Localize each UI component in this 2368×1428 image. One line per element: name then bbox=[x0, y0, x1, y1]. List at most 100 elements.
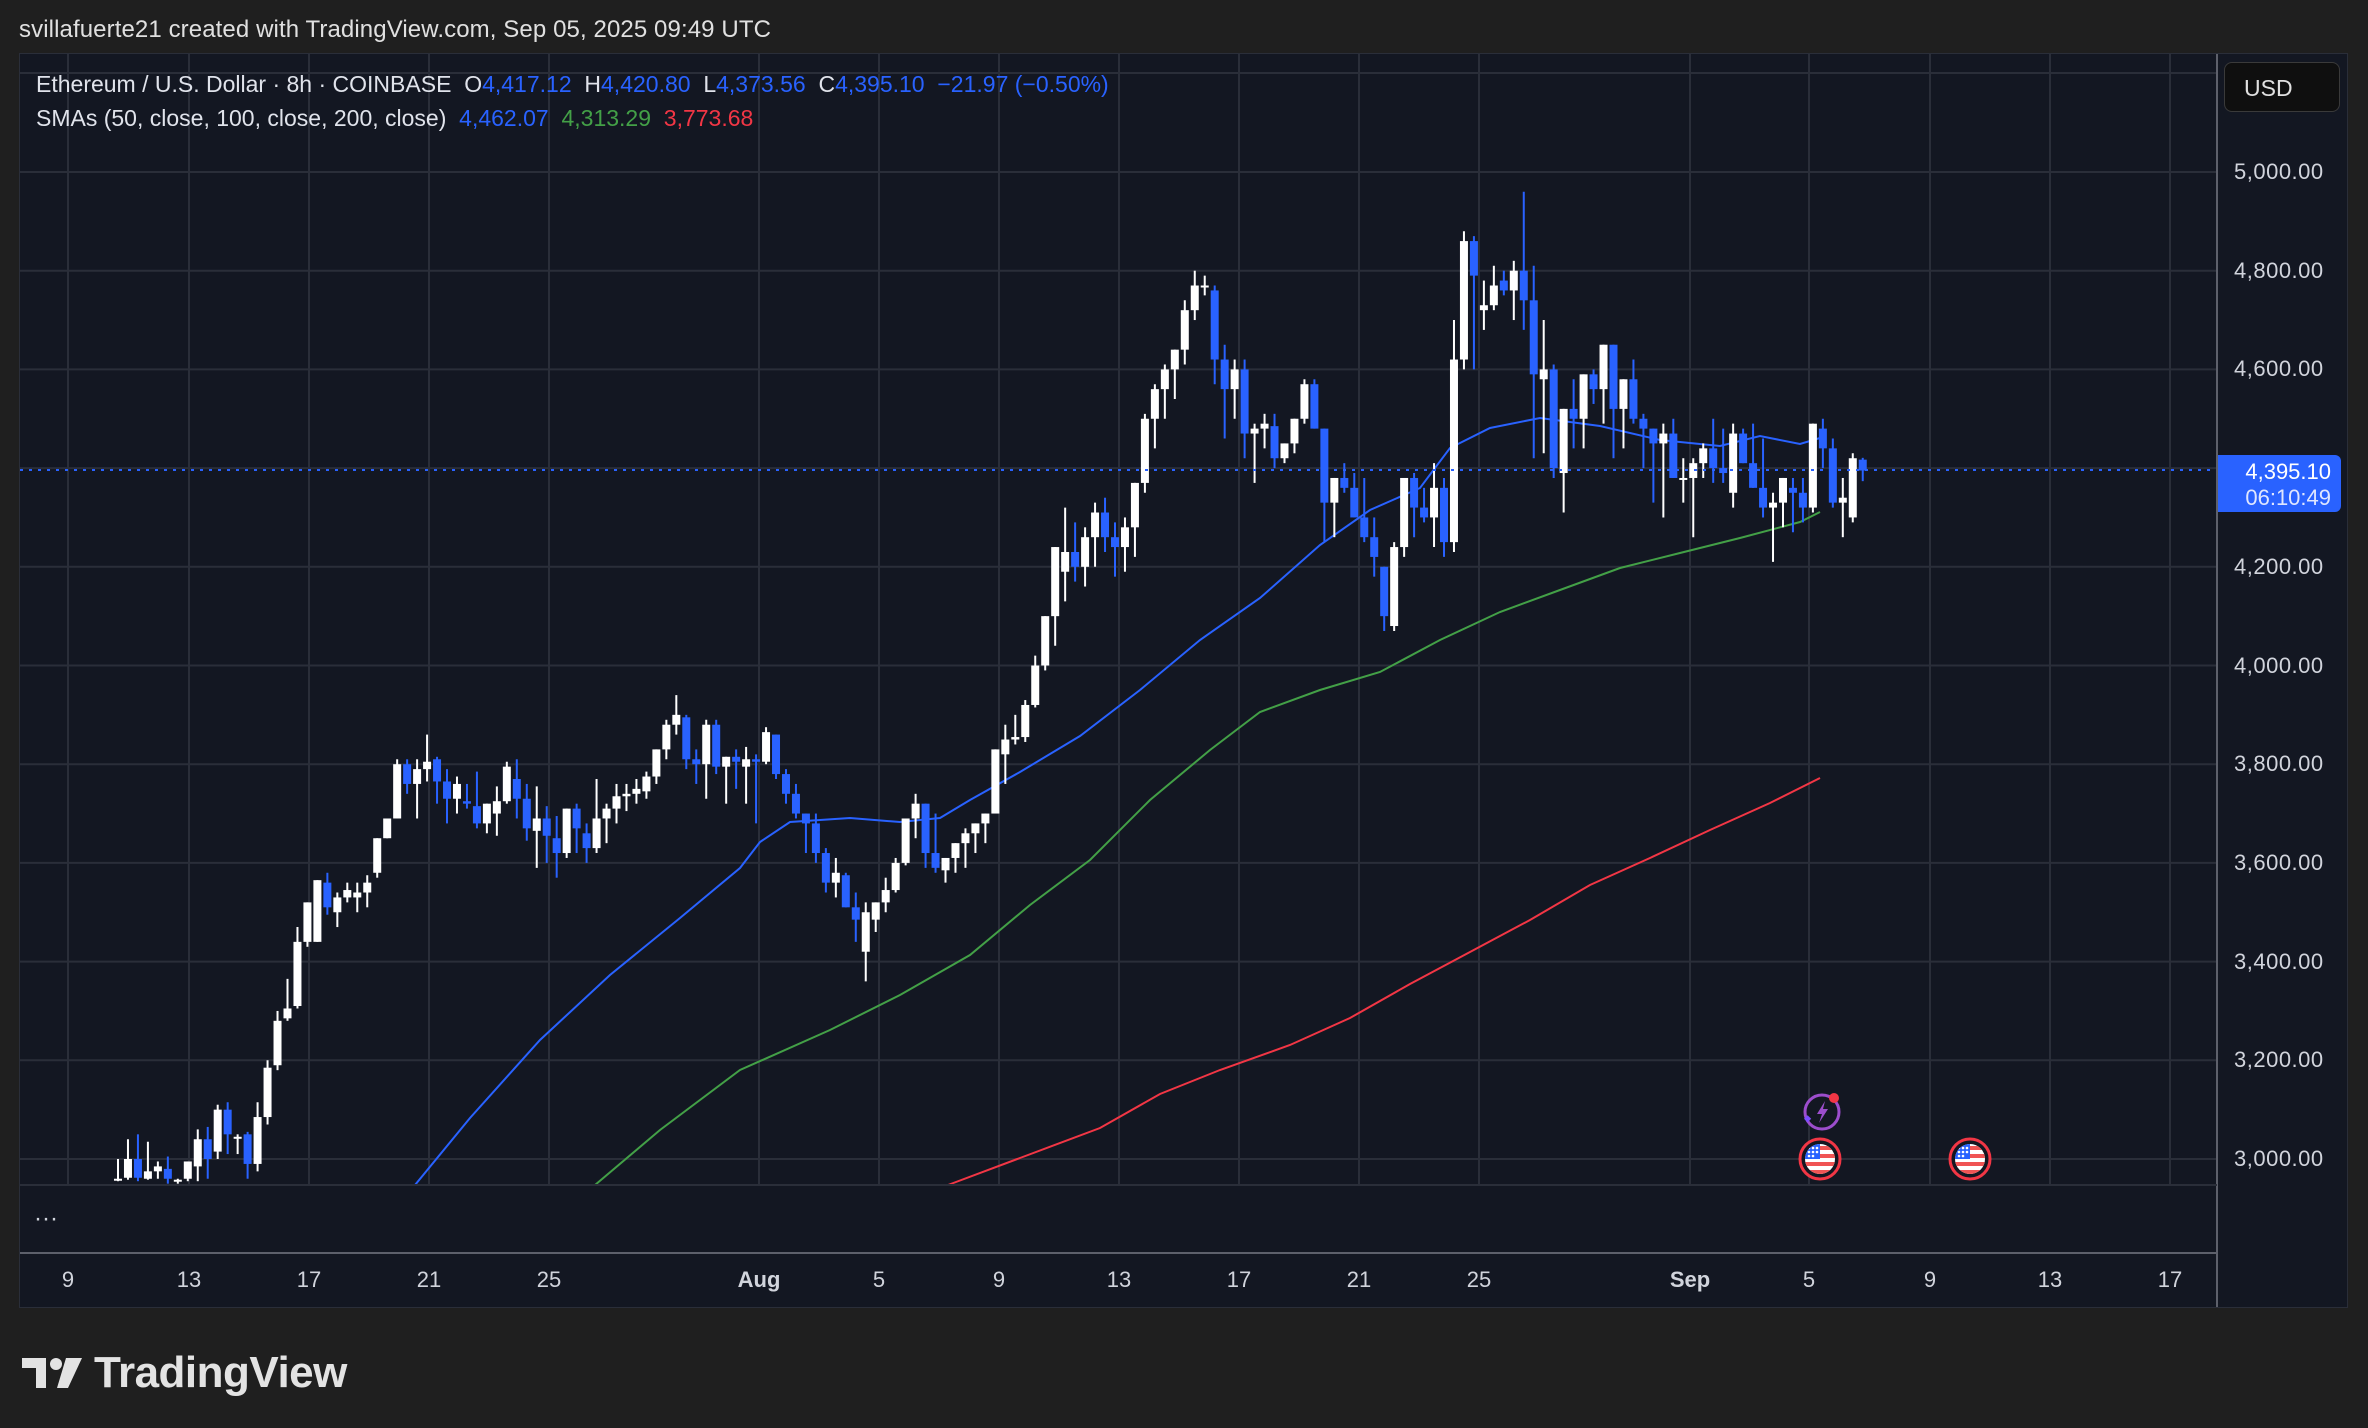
candle bbox=[1739, 428, 1748, 464]
candle bbox=[143, 1141, 152, 1180]
candle bbox=[1459, 231, 1468, 370]
candle bbox=[1220, 344, 1229, 439]
candle bbox=[1250, 423, 1259, 483]
us-economic-event-flag-icon[interactable] bbox=[1798, 1137, 1842, 1186]
candle bbox=[1729, 423, 1738, 508]
high-label: H bbox=[584, 71, 602, 97]
candle bbox=[183, 1161, 192, 1182]
candle bbox=[1091, 502, 1100, 567]
candle bbox=[572, 803, 581, 854]
us-economic-event-flag-icon[interactable] bbox=[1948, 1137, 1992, 1186]
candle bbox=[1410, 473, 1419, 538]
candle bbox=[1340, 463, 1349, 493]
candle bbox=[1609, 344, 1618, 459]
candle bbox=[1479, 280, 1488, 330]
candle bbox=[762, 727, 771, 765]
price-tick-label: 3,000.00 bbox=[2234, 1146, 2324, 1171]
time-tick-label: 9 bbox=[1923, 1267, 1937, 1292]
candle bbox=[811, 813, 820, 863]
high-value: 4,420.80 bbox=[601, 71, 691, 97]
candle bbox=[921, 803, 930, 868]
last-price-value: 4,395.10 bbox=[2245, 459, 2331, 484]
open-label: O bbox=[464, 71, 483, 97]
lightning-event-icon[interactable] bbox=[1798, 1090, 1842, 1139]
candle bbox=[1210, 285, 1219, 385]
chart-frame bbox=[19, 53, 2348, 1308]
candle bbox=[1529, 265, 1538, 459]
sma50-line bbox=[414, 416, 1821, 1186]
candle bbox=[662, 719, 671, 760]
time-tick-label: 9 bbox=[992, 1267, 1006, 1292]
candle bbox=[363, 875, 372, 908]
candle bbox=[153, 1161, 162, 1179]
candle bbox=[931, 813, 940, 873]
candle bbox=[612, 783, 621, 824]
candle bbox=[622, 783, 631, 812]
candle bbox=[1549, 364, 1558, 478]
currency-button[interactable]: USD bbox=[2224, 62, 2340, 112]
candle bbox=[1190, 270, 1199, 321]
candle bbox=[243, 1131, 252, 1179]
indicator-pane-more-button[interactable]: ··· bbox=[34, 1205, 58, 1232]
symbol-legend[interactable]: Ethereum / U.S. Dollar · 8h · COINBASE O… bbox=[36, 71, 1109, 98]
time-tick-label: 17 bbox=[1226, 1267, 1252, 1292]
candle bbox=[1180, 300, 1189, 365]
candle bbox=[1719, 428, 1728, 483]
candle bbox=[1270, 413, 1279, 469]
symbol-title: Ethereum / U.S. Dollar · 8h · COINBASE bbox=[36, 71, 452, 97]
candle bbox=[1170, 349, 1179, 400]
candle bbox=[1130, 482, 1139, 557]
candle bbox=[871, 902, 880, 932]
tradingview-wordmark: TradingView bbox=[94, 1348, 347, 1397]
candle bbox=[1320, 428, 1329, 543]
tradingview-logo: TradingView bbox=[22, 1348, 347, 1398]
close-value: 4,395.10 bbox=[835, 71, 925, 97]
candle bbox=[1011, 714, 1020, 745]
candle bbox=[632, 779, 641, 804]
candle bbox=[522, 783, 531, 841]
candle bbox=[323, 872, 332, 915]
sma-legend[interactable]: SMAs (50, close, 100, close, 200, close)… bbox=[36, 105, 753, 132]
candle bbox=[891, 857, 900, 893]
candle bbox=[841, 872, 850, 908]
candle bbox=[413, 759, 422, 819]
grid-lines bbox=[20, 54, 2217, 1185]
low-label: L bbox=[703, 71, 717, 97]
candle bbox=[393, 759, 402, 819]
candle bbox=[1808, 423, 1817, 513]
candle bbox=[1778, 477, 1787, 528]
candle bbox=[373, 838, 382, 878]
time-tick-label: 5 bbox=[872, 1267, 886, 1292]
candle bbox=[492, 786, 501, 836]
price-tick-label: 4,200.00 bbox=[2234, 553, 2324, 579]
candle bbox=[981, 813, 990, 844]
candle bbox=[173, 1178, 182, 1184]
candle bbox=[772, 734, 781, 780]
candle bbox=[652, 749, 661, 784]
candle bbox=[1539, 320, 1548, 454]
candle bbox=[861, 902, 870, 982]
chart-attribution: svillafuerte21 created with TradingView.… bbox=[19, 16, 772, 43]
price-tick-label: 4,000.00 bbox=[2234, 652, 2324, 678]
open-value: 4,417.12 bbox=[482, 71, 572, 97]
candle bbox=[472, 771, 481, 829]
candle bbox=[203, 1126, 212, 1179]
candle bbox=[1230, 359, 1239, 419]
change-value: −21.97 (−0.50%) bbox=[937, 71, 1109, 97]
candle bbox=[1001, 724, 1010, 784]
candle bbox=[293, 927, 302, 1009]
candle bbox=[1310, 379, 1319, 429]
candle bbox=[791, 783, 800, 819]
candle bbox=[193, 1129, 202, 1182]
candle bbox=[273, 1010, 282, 1071]
candle bbox=[1519, 191, 1528, 330]
price-tick-label: 3,200.00 bbox=[2234, 1047, 2324, 1073]
tradingview-logo-icon bbox=[22, 1358, 82, 1388]
candle bbox=[1280, 443, 1289, 464]
candle bbox=[1579, 374, 1588, 449]
candle bbox=[114, 1159, 122, 1182]
candle bbox=[1659, 423, 1668, 518]
candle bbox=[333, 892, 342, 928]
candle bbox=[821, 848, 830, 893]
